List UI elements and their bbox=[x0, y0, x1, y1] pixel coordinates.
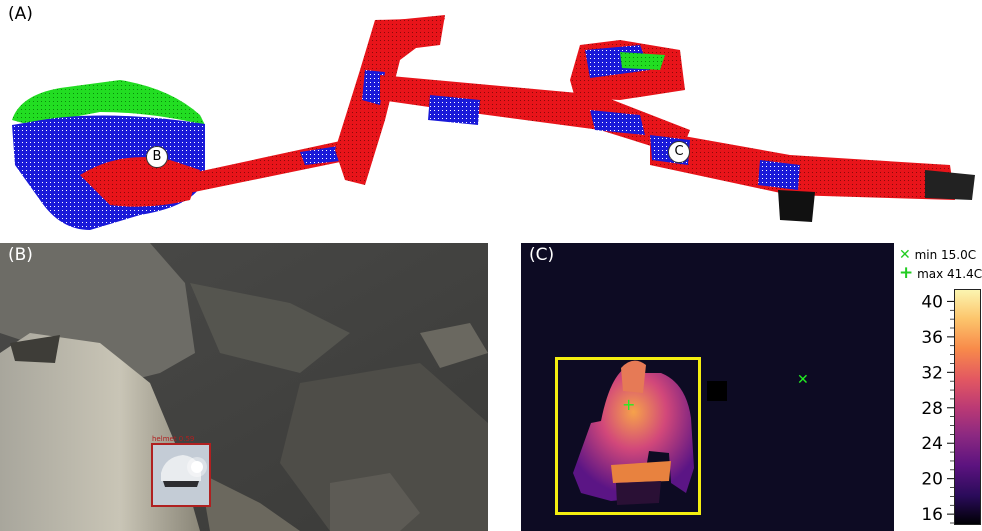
person-bounding-box bbox=[555, 357, 701, 515]
colorbar-ticks: 40 36 32 28 24 20 16 bbox=[921, 292, 954, 525]
colorbar-tick-label: 28 bbox=[921, 399, 943, 419]
panel-b-label: (B) bbox=[8, 245, 33, 265]
colorbar-tick-label: 36 bbox=[921, 328, 943, 348]
camera-image-panel: helmet 0.59 (B) bbox=[0, 243, 488, 531]
thermal-image: + ✕ bbox=[521, 243, 894, 531]
helmet-detection-box bbox=[151, 443, 211, 507]
point-cloud-map bbox=[12, 15, 975, 230]
colorbar-tick-label: 16 bbox=[921, 505, 943, 525]
max-temp-marker: + bbox=[622, 395, 635, 414]
tunnel-right bbox=[650, 130, 955, 200]
point-cloud-panel: (A) bbox=[0, 0, 982, 240]
tunnel-main bbox=[380, 75, 690, 155]
legend-max-text: max 41.4C bbox=[917, 267, 982, 281]
colorbar-tick-label: 32 bbox=[921, 363, 943, 383]
colorbar-tick-label: 20 bbox=[921, 470, 943, 490]
detection-label: helmet 0.59 bbox=[152, 435, 195, 443]
colorbar-area: ✕ min 15.0C + max 41.4C 40 36 32 28 24 20 16 bbox=[897, 243, 982, 531]
helmet-icon bbox=[153, 445, 209, 505]
panel-a-label: (A) bbox=[8, 4, 33, 24]
max-icon: + bbox=[899, 263, 914, 283]
colorbar-tick-label: 40 bbox=[921, 292, 943, 312]
large-rock bbox=[0, 333, 200, 531]
cavern-green-top bbox=[12, 80, 205, 125]
panel-c-label: (C) bbox=[529, 245, 555, 265]
legend-max: + max 41.4C bbox=[899, 263, 982, 283]
min-temp-marker: ✕ bbox=[797, 372, 809, 388]
tunnel-junction bbox=[335, 18, 445, 185]
colorbar-tick-label: 24 bbox=[921, 434, 943, 454]
marker-c: C bbox=[668, 141, 690, 163]
legend-min-text: min 15.0C bbox=[914, 248, 977, 262]
marker-b: B bbox=[146, 146, 168, 168]
legend-min: ✕ min 15.0C bbox=[899, 247, 976, 263]
colorbar bbox=[954, 289, 981, 525]
thermal-image-panel: + ✕ (C) bbox=[521, 243, 894, 531]
cave-photo bbox=[0, 243, 488, 531]
min-icon: ✕ bbox=[899, 247, 911, 263]
person-silhouette bbox=[573, 364, 694, 501]
